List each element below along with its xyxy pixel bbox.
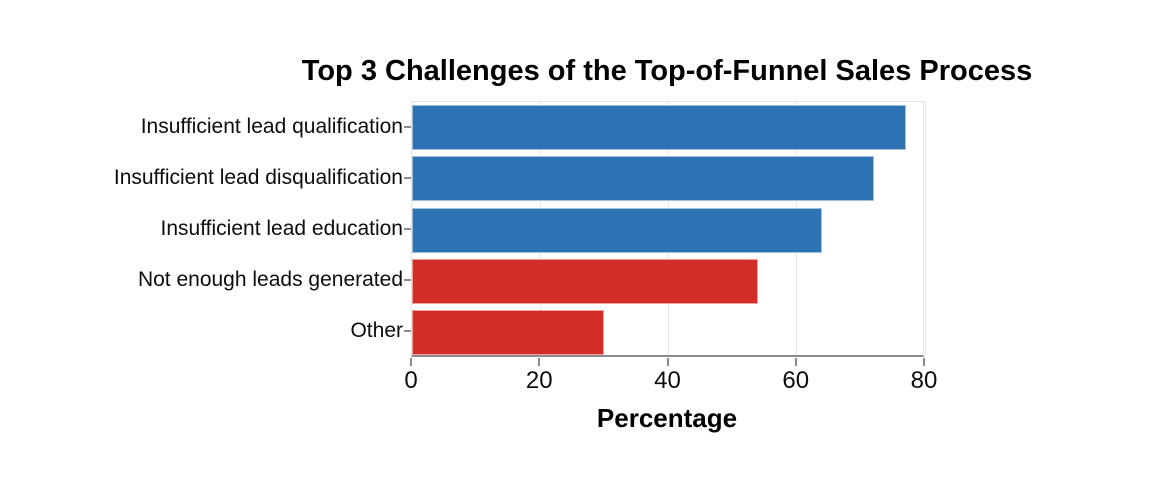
y-label-insufficient-lead-qualification: Insufficient lead qualification [140,114,403,138]
x-tick-label-40: 40 [654,367,681,394]
gridline-x-80 [924,102,926,355]
x-tick-mark-60 [794,358,797,366]
x-tick-label-20: 20 [525,367,553,394]
x-tick-label-80: 80 [910,367,938,394]
bar-insufficient-lead-qualification [412,105,906,151]
bar-other [412,309,605,355]
y-label-other: Other [350,319,403,343]
x-tick-label-60: 60 [782,367,810,394]
x-tick-label-0: 0 [404,367,418,394]
y-label-insufficient-lead-disqualification: Insufficient lead disqualification [113,165,403,189]
x-axis-label: Percentage [596,403,738,433]
y-label-not-enough-leads-generated: Not enough leads generated [137,268,403,292]
x-tick-mark-20 [538,358,541,366]
chart-title: Top 3 Challenges of the Top-of-Funnel Sa… [301,55,1033,87]
y-tick-mark [404,279,411,282]
bar-not-enough-leads-generated [412,258,759,304]
y-tick-mark [404,330,411,333]
plot-area [411,101,926,357]
x-tick-mark-40 [666,358,669,366]
x-tick-mark-80 [923,358,925,366]
y-label-insufficient-lead-education: Insufficient lead education [160,216,403,240]
bar-insufficient-lead-disqualification [412,156,874,202]
y-tick-mark [404,125,411,128]
bar-insufficient-lead-education [412,207,823,253]
y-tick-mark [404,228,411,230]
y-tick-mark [404,176,411,179]
x-tick-mark-0 [410,358,412,366]
